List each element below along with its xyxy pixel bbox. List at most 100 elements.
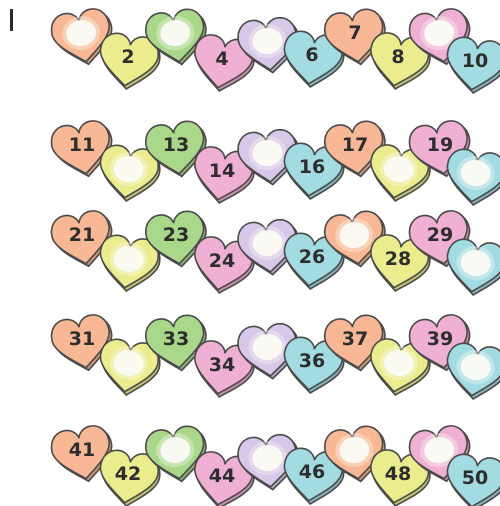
heart-shape bbox=[144, 210, 205, 265]
candy-heart-41 bbox=[50, 425, 113, 483]
candy-heart-10 bbox=[446, 36, 500, 95]
candy-heart-3 bbox=[144, 8, 207, 66]
candy-heart-22 bbox=[99, 234, 161, 293]
candy-heart-26 bbox=[283, 232, 345, 291]
blank-heart-center bbox=[383, 156, 414, 183]
candy-heart-7 bbox=[323, 8, 386, 66]
heart-shape bbox=[144, 314, 205, 369]
candy-heart-48 bbox=[370, 449, 431, 506]
heart-number: 26 bbox=[299, 246, 325, 268]
candy-heart-27 bbox=[323, 210, 386, 268]
candy-heart-49 bbox=[408, 425, 471, 483]
heart-number: 36 bbox=[299, 350, 325, 372]
heart-number: 42 bbox=[115, 463, 141, 485]
heart-number: 24 bbox=[209, 250, 235, 272]
heart-shape bbox=[370, 32, 430, 87]
candy-heart-38 bbox=[370, 338, 431, 396]
blank-heart-center bbox=[339, 437, 370, 464]
candy-heart-20 bbox=[446, 148, 500, 207]
candy-heart-39 bbox=[408, 314, 471, 372]
candy-heart-32 bbox=[99, 338, 161, 397]
candy-heart-31 bbox=[50, 314, 113, 372]
candy-heart-24 bbox=[194, 236, 255, 294]
blank-heart-center bbox=[424, 437, 455, 464]
blank-heart-center bbox=[66, 20, 97, 47]
heart-number: 48 bbox=[385, 463, 411, 485]
candy-heart-18 bbox=[370, 144, 431, 202]
heart-number: 19 bbox=[427, 134, 453, 156]
candy-heart-15 bbox=[237, 128, 300, 186]
heart-shape bbox=[323, 314, 384, 369]
candy-heart-45 bbox=[237, 433, 300, 491]
blank-heart-center bbox=[460, 354, 491, 381]
candy-heart-11 bbox=[50, 120, 113, 178]
candy-heart-8 bbox=[370, 32, 431, 90]
heart-shape bbox=[283, 447, 344, 502]
heart-number: 37 bbox=[342, 328, 368, 350]
heart-number: 8 bbox=[391, 46, 404, 68]
blank-heart-center bbox=[424, 20, 455, 47]
candy-heart-44 bbox=[194, 451, 255, 506]
blank-heart-center bbox=[252, 140, 283, 167]
candy-heart-30 bbox=[446, 238, 500, 297]
blank-heart-center bbox=[460, 250, 491, 277]
heart-shape bbox=[194, 340, 254, 395]
heart-number: 21 bbox=[69, 224, 95, 246]
candy-heart-23 bbox=[144, 210, 207, 268]
heart-number: 46 bbox=[299, 461, 325, 483]
heart-number: 6 bbox=[305, 44, 318, 66]
heart-shape bbox=[99, 449, 160, 504]
heart-shape bbox=[323, 120, 384, 175]
candy-heart-35 bbox=[237, 322, 300, 380]
heart-number: 10 bbox=[462, 50, 488, 72]
heart-shape bbox=[99, 32, 160, 87]
heart-shape bbox=[283, 30, 344, 85]
candy-heart-28 bbox=[370, 234, 431, 292]
candy-heart-34 bbox=[194, 340, 255, 398]
heart-shape bbox=[194, 34, 254, 89]
heart-number: 41 bbox=[69, 439, 95, 461]
blank-heart-center bbox=[113, 246, 144, 273]
heart-number: 7 bbox=[348, 22, 361, 44]
heart-number: 11 bbox=[69, 134, 95, 156]
blank-heart-center bbox=[383, 350, 414, 377]
heart-number: 31 bbox=[69, 328, 95, 350]
blank-heart-center bbox=[252, 445, 283, 472]
candy-heart-36 bbox=[283, 336, 345, 395]
heart-shape bbox=[144, 120, 205, 175]
heart-shape bbox=[50, 120, 110, 175]
heart-number: 16 bbox=[299, 156, 325, 178]
candy-heart-13 bbox=[144, 120, 207, 178]
heart-number: 2 bbox=[121, 46, 134, 68]
heart-number: 17 bbox=[342, 134, 368, 156]
candy-heart-6 bbox=[283, 30, 345, 89]
heart-shape bbox=[50, 425, 110, 480]
candy-heart-43 bbox=[144, 425, 207, 483]
heart-number: 39 bbox=[427, 328, 453, 350]
candy-heart-16 bbox=[283, 142, 345, 201]
candy-heart-25 bbox=[237, 218, 300, 276]
heart-shape bbox=[50, 314, 110, 369]
heart-shape bbox=[283, 336, 344, 391]
candy-heart-46 bbox=[283, 447, 345, 506]
heart-number: 29 bbox=[427, 224, 453, 246]
heart-shape bbox=[370, 449, 430, 504]
heart-number: 44 bbox=[209, 465, 235, 487]
candy-heart-9 bbox=[408, 8, 471, 66]
heart-number: 4 bbox=[215, 48, 228, 70]
candy-heart-33 bbox=[144, 314, 207, 372]
heart-number: 14 bbox=[209, 160, 235, 182]
blank-heart-center bbox=[160, 20, 191, 47]
candy-heart-14 bbox=[194, 146, 255, 204]
blank-heart-center bbox=[460, 160, 491, 187]
candy-heart-12 bbox=[99, 144, 161, 203]
heart-number: 28 bbox=[385, 248, 411, 270]
blank-heart-center bbox=[160, 437, 191, 464]
candy-heart-1 bbox=[50, 8, 113, 66]
heart-shape bbox=[194, 451, 254, 506]
candy-heart-40 bbox=[446, 342, 500, 401]
candy-heart-4 bbox=[194, 34, 255, 92]
heart-number: 34 bbox=[209, 354, 235, 376]
heart-number: 23 bbox=[163, 224, 189, 246]
blank-heart-center bbox=[252, 230, 283, 257]
